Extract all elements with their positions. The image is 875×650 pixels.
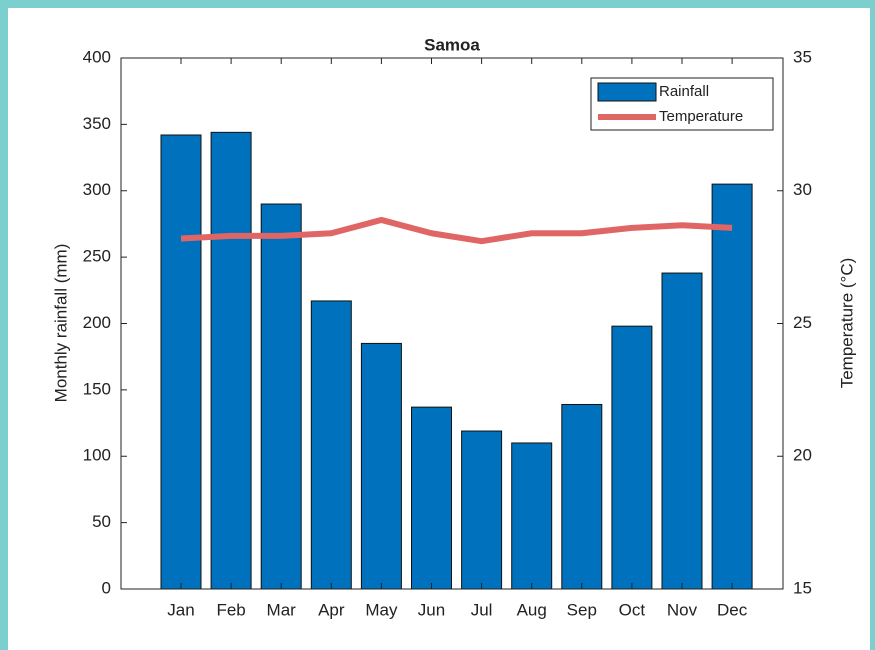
- bar: [210, 131, 252, 590]
- x-tick-label: Sep: [567, 600, 597, 619]
- y-tick-label: 0: [102, 578, 111, 597]
- bar: [160, 134, 202, 590]
- bar: [661, 272, 703, 590]
- bar: [411, 406, 452, 590]
- legend-swatch: [597, 82, 657, 102]
- y-tick-label: 50: [92, 512, 111, 531]
- y2-tick-label: 15: [793, 578, 812, 597]
- y2-tick-label: 30: [793, 180, 812, 199]
- chart-title: Samoa: [424, 35, 480, 54]
- y-tick-label: 350: [83, 114, 111, 133]
- y-tick-label: 100: [83, 446, 111, 465]
- y-tick-label: 300: [83, 180, 111, 199]
- y2-tick-label: 35: [793, 47, 812, 66]
- y-tick-label: 150: [83, 379, 111, 398]
- bar: [561, 403, 603, 590]
- y2-tick-label: 25: [793, 313, 812, 332]
- bar: [310, 300, 352, 590]
- x-tick-label: May: [365, 600, 398, 619]
- bar: [611, 325, 653, 590]
- x-tick-label: Feb: [216, 600, 245, 619]
- bar: [260, 203, 302, 590]
- y-axis-label: Monthly rainfall (mm): [51, 244, 70, 403]
- x-tick-label: Aug: [517, 600, 547, 619]
- y2-axis-label: Temperature (°C): [837, 258, 856, 389]
- x-tick-label: Jun: [418, 600, 445, 619]
- bar: [461, 430, 503, 590]
- y-tick-label: 250: [83, 247, 111, 266]
- line: [180, 216, 733, 245]
- y-tick-label: 200: [83, 313, 111, 332]
- legend-label: Rainfall: [659, 83, 709, 100]
- y2-tick-label: 20: [793, 446, 812, 465]
- x-tick-label: Nov: [667, 600, 698, 619]
- y-tick-label: 400: [83, 47, 111, 66]
- x-tick-label: Dec: [717, 600, 748, 619]
- x-tick-label: Jan: [167, 600, 194, 619]
- x-tick-label: Jul: [471, 600, 493, 619]
- bar: [511, 442, 553, 590]
- legend-label: Temperature: [659, 108, 743, 125]
- x-tick-label: Mar: [267, 600, 297, 619]
- bar: [360, 342, 402, 590]
- bar: [711, 183, 753, 590]
- x-tick-label: Oct: [619, 600, 646, 619]
- x-tick-label: Apr: [318, 600, 345, 619]
